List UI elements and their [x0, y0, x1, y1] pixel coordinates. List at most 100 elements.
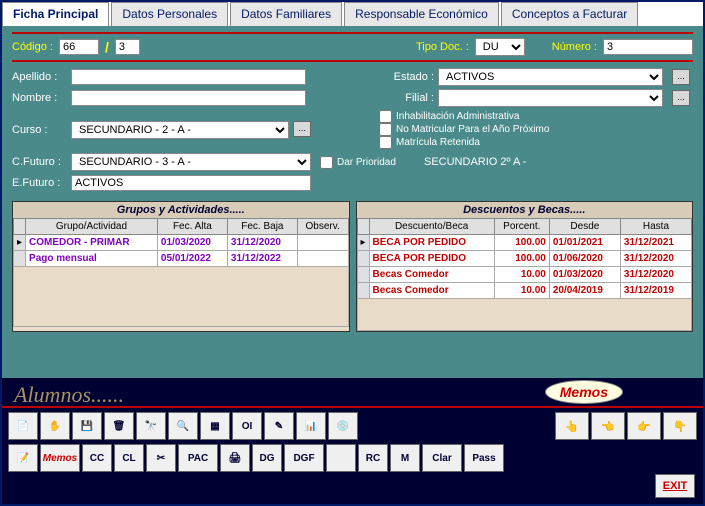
- table-row[interactable]: ▸ COMEDOR - PRIMAR 01/03/2020 31/12/2020: [14, 235, 349, 251]
- tool-scissors-icon[interactable]: ✂: [146, 444, 176, 472]
- curso-label: Curso :: [12, 124, 67, 136]
- desc-h2: Porcent.: [494, 219, 549, 235]
- tool-note-icon[interactable]: 📝: [8, 444, 38, 472]
- table-row[interactable]: ▸BECA POR PEDIDO100.0001/01/202131/12/20…: [357, 235, 692, 251]
- toolbar-row-2: 📝 Memos CC CL ✂ PAC 🖨 DG DGF RC M Clar P…: [2, 444, 703, 476]
- tool-oi-button[interactable]: OI: [232, 412, 262, 440]
- toolbar-row-1: 📄 ✋ 💾 🗑 🔭 🔍 ▦ OI ✎ 📊 💿 👆 👈 👉 👇: [2, 408, 703, 444]
- grupos-h3: Fec. Baja: [227, 219, 297, 235]
- tool-chart-icon[interactable]: 📊: [296, 412, 326, 440]
- nombre-label: Nombre :: [12, 92, 67, 104]
- efuturo-row: E.Futuro :: [12, 175, 693, 191]
- nav-next-icon[interactable]: 👉: [627, 412, 661, 440]
- grupos-panel: Grupos y Actividades..... Grupo/Activida…: [12, 201, 350, 332]
- grupos-table: Grupo/Actividad Fec. Alta Fec. Baja Obse…: [13, 218, 349, 327]
- numero-input[interactable]: [603, 39, 693, 55]
- tool-clar-button[interactable]: Clar: [422, 444, 462, 472]
- estado-dots-button[interactable]: ...: [672, 69, 690, 85]
- tables-row: Grupos y Actividades..... Grupo/Activida…: [12, 201, 693, 332]
- chk-dar-prioridad[interactable]: [320, 156, 333, 169]
- cfuturo-row: C.Futuro : SECUNDARIO - 3 - A - Dar Prio…: [12, 153, 693, 171]
- filial-select[interactable]: [438, 89, 663, 107]
- nav-first-icon[interactable]: 👆: [555, 412, 589, 440]
- tab-bar: Ficha Principal Datos Personales Datos F…: [2, 2, 703, 26]
- tab-conceptos-facturar[interactable]: Conceptos a Facturar: [501, 2, 638, 26]
- memos-badge[interactable]: Memos: [545, 380, 623, 404]
- table-row[interactable]: Becas Comedor10.0020/04/201931/12/2019: [357, 283, 692, 299]
- filial-dots-button[interactable]: ...: [672, 90, 690, 106]
- chk-no-matricular[interactable]: [379, 123, 392, 136]
- grupos-h2: Fec. Alta: [157, 219, 227, 235]
- chk-matricula-retenida-label: Matrícula Retenida: [396, 137, 480, 148]
- grupos-h4: Observ.: [297, 219, 348, 235]
- exit-button[interactable]: EXIT: [655, 474, 695, 498]
- main-panel: Código : / Tipo Doc. : DU Número : Apell…: [2, 26, 703, 378]
- codigo-input-2[interactable]: [115, 39, 140, 55]
- tool-pac-button[interactable]: PAC: [178, 444, 218, 472]
- footer: Alumnos...... Memos 📄 ✋ 💾 🗑 🔭 🔍 ▦ OI ✎ 📊…: [2, 378, 703, 504]
- cfuturo-label: C.Futuro :: [12, 156, 67, 168]
- estado-label: Estado :: [379, 71, 434, 83]
- dar-prioridad-label: Dar Prioridad: [337, 157, 396, 168]
- tool-dgf-button[interactable]: DGF: [284, 444, 324, 472]
- descuentos-panel: Descuentos y Becas..... Descuento/Beca P…: [356, 201, 694, 332]
- chk-no-matricular-label: No Matricular Para el Año Próximo: [396, 124, 549, 135]
- form-grid: Apellido : Estado : ACTIVOS ... Nombre :…: [12, 68, 693, 149]
- tool-new-icon[interactable]: 📄: [8, 412, 38, 440]
- chk-inhabilitacion[interactable]: [379, 110, 392, 123]
- tool-print-icon[interactable]: 🖨: [220, 444, 250, 472]
- tool-edit-icon[interactable]: ✎: [264, 412, 294, 440]
- tool-pass-button[interactable]: Pass: [464, 444, 504, 472]
- chk-inhabilitacion-label: Inhabilitación Administrativa: [396, 111, 519, 122]
- tool-dg-button[interactable]: DG: [252, 444, 282, 472]
- code-row: Código : / Tipo Doc. : DU Número :: [12, 32, 693, 62]
- grupos-title: Grupos y Actividades.....: [13, 202, 349, 218]
- tool-rc-button[interactable]: RC: [358, 444, 388, 472]
- nav-last-icon[interactable]: 👇: [663, 412, 697, 440]
- grupos-h1: Grupo/Actividad: [26, 219, 158, 235]
- table-row[interactable]: Becas Comedor10.0001/03/202031/12/2020: [357, 267, 692, 283]
- estado-select[interactable]: ACTIVOS: [438, 68, 663, 86]
- tool-grid-icon[interactable]: ▦: [200, 412, 230, 440]
- desc-h3: Desde: [549, 219, 620, 235]
- tool-save-icon[interactable]: 💾: [72, 412, 102, 440]
- tool-m-button[interactable]: M: [390, 444, 420, 472]
- tool-binoculars-icon[interactable]: 🔭: [136, 412, 166, 440]
- secundario-text: SECUNDARIO 2º A -: [424, 156, 693, 168]
- codigo-input-1[interactable]: [59, 39, 99, 55]
- tab-ficha-principal[interactable]: Ficha Principal: [2, 2, 109, 26]
- tool-find-icon[interactable]: 🔍: [168, 412, 198, 440]
- tool-blank-button[interactable]: [326, 444, 356, 472]
- descuentos-table: Descuento/Beca Porcent. Desde Hasta ▸BEC…: [357, 218, 693, 331]
- table-row[interactable]: BECA POR PEDIDO100.0001/06/202031/12/202…: [357, 251, 692, 267]
- desc-h1: Descuento/Beca: [369, 219, 494, 235]
- tool-hand-icon[interactable]: ✋: [40, 412, 70, 440]
- tipodoc-select[interactable]: DU: [475, 38, 525, 56]
- tool-trash-icon[interactable]: 🗑: [104, 412, 134, 440]
- codigo-label: Código :: [12, 41, 53, 53]
- numero-label: Número :: [552, 41, 597, 53]
- slash: /: [105, 39, 109, 55]
- descuentos-title: Descuentos y Becas.....: [357, 202, 693, 218]
- tipodoc-label: Tipo Doc. :: [416, 41, 469, 53]
- tab-datos-familiares[interactable]: Datos Familiares: [230, 2, 342, 26]
- nav-prev-icon[interactable]: 👈: [591, 412, 625, 440]
- desc-h4: Hasta: [620, 219, 691, 235]
- tool-disk-icon[interactable]: 💿: [328, 412, 358, 440]
- table-row[interactable]: Pago mensual 05/01/2022 31/12/2022: [14, 251, 349, 267]
- apellido-label: Apellido :: [12, 71, 67, 83]
- filial-label: Filial :: [379, 92, 434, 104]
- nombre-input[interactable]: [71, 90, 306, 106]
- efuturo-label: E.Futuro :: [12, 177, 67, 189]
- tool-memos-button[interactable]: Memos: [40, 444, 80, 472]
- tool-cl-button[interactable]: CL: [114, 444, 144, 472]
- curso-dots-button[interactable]: ...: [293, 121, 311, 137]
- tab-responsable-economico[interactable]: Responsable Económico: [344, 2, 499, 26]
- tool-cc-button[interactable]: CC: [82, 444, 112, 472]
- efuturo-input[interactable]: [71, 175, 311, 191]
- apellido-input[interactable]: [71, 69, 306, 85]
- tab-datos-personales[interactable]: Datos Personales: [111, 2, 228, 26]
- curso-select[interactable]: SECUNDARIO - 2 - A -: [71, 121, 289, 139]
- cfuturo-select[interactable]: SECUNDARIO - 3 - A -: [71, 153, 311, 171]
- chk-matricula-retenida[interactable]: [379, 136, 392, 149]
